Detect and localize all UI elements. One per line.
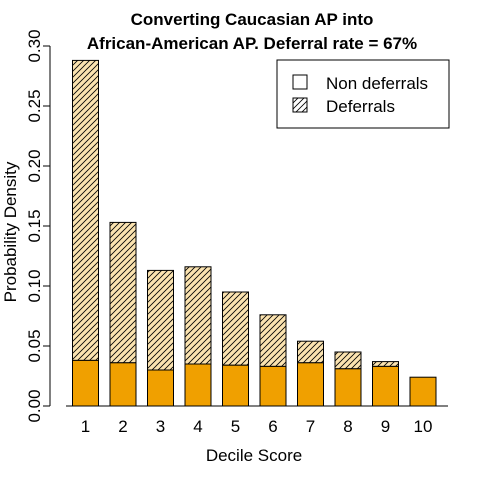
legend-label-deferrals: Deferrals — [326, 97, 395, 116]
x-tick-label-6: 6 — [268, 417, 277, 436]
x-tick-label-3: 3 — [156, 417, 165, 436]
bar-non-deferrals-3 — [147, 369, 174, 407]
x-tick-label-1: 1 — [81, 417, 90, 436]
bar-deferrals-3 — [147, 269, 174, 371]
bar-deferrals-8 — [334, 351, 362, 370]
bar-deferrals-2 — [109, 221, 137, 364]
y-tick-label-0: 0.00 — [25, 389, 44, 422]
x-tick-label-2: 2 — [118, 417, 127, 436]
bar-deferrals-5 — [222, 291, 249, 366]
bar-deferrals-7 — [297, 340, 324, 364]
legend-box — [276, 59, 450, 129]
bar-non-deferrals-10 — [409, 376, 437, 407]
bar-deferrals-1 — [72, 59, 99, 361]
x-tick-label-4: 4 — [193, 417, 202, 436]
bar-non-deferrals-4 — [184, 363, 212, 407]
y-tick-label-2: 0.10 — [25, 269, 44, 302]
x-tick-label-10: 10 — [414, 417, 433, 436]
legend-swatch-deferrals — [292, 97, 308, 113]
chart-title-line-2: African-American AP. Deferral rate = 67% — [87, 34, 417, 53]
bar-non-deferrals-1 — [72, 359, 99, 407]
x-tick-label-5: 5 — [231, 417, 240, 436]
bar-non-deferrals-6 — [259, 365, 287, 407]
bar-non-deferrals-8 — [334, 368, 362, 407]
y-tick-label-5: 0.25 — [25, 89, 44, 122]
chart-title-line-1: Converting Caucasian AP into — [131, 10, 374, 29]
y-tick-label-4: 0.20 — [25, 149, 44, 182]
legend-swatch-non-deferrals — [292, 74, 308, 90]
x-tick-label-7: 7 — [306, 417, 315, 436]
x-axis-label: Decile Score — [206, 446, 302, 465]
bar-deferrals-4 — [184, 266, 212, 365]
x-tick-label-8: 8 — [343, 417, 352, 436]
bar-non-deferrals-2 — [109, 362, 137, 407]
y-tick-label-6: 0.30 — [25, 29, 44, 62]
x-axis: 1 2 3 4 5 6 7 8 9 10 — [66, 405, 448, 436]
legend: Non deferrals Deferrals — [276, 59, 450, 129]
x-tick-label-9: 9 — [381, 417, 390, 436]
legend-label-non-deferrals: Non deferrals — [326, 74, 428, 93]
bar-deferrals-6 — [259, 314, 287, 367]
bar-non-deferrals-5 — [222, 364, 249, 407]
bars-group — [72, 59, 437, 407]
y-tick-label-3: 0.15 — [25, 209, 44, 242]
bar-non-deferrals-9 — [372, 365, 399, 407]
bar-non-deferrals-7 — [297, 362, 324, 407]
y-axis: 0.00 0.05 0.10 0.15 0.20 0.25 0.30 — [25, 29, 51, 423]
y-axis-label: Probability Density — [1, 161, 20, 302]
y-tick-label-1: 0.05 — [25, 329, 44, 362]
bar-deferrals-9 — [372, 361, 399, 367]
